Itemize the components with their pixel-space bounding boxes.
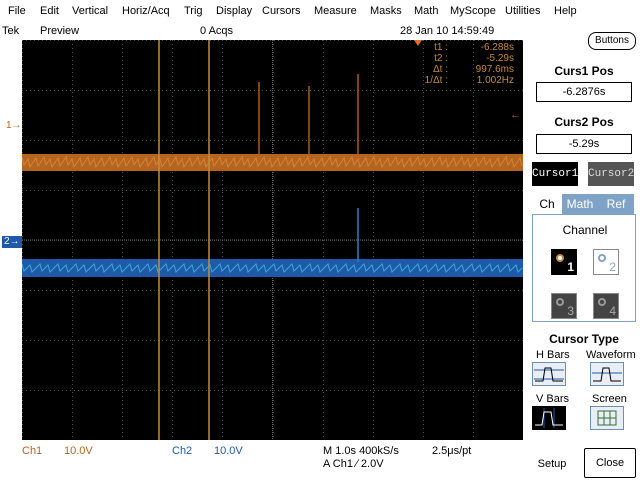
- channel-4-button[interactable]: 4: [593, 293, 619, 319]
- ch1-trace: [22, 155, 523, 169]
- h-bars-icon[interactable]: [532, 362, 566, 386]
- ch2-label[interactable]: Ch2: [172, 445, 193, 457]
- waveform-icon[interactable]: [590, 362, 624, 386]
- acq-count-label: 0 Acqs: [200, 25, 234, 37]
- acq-mode-label: Preview: [40, 25, 80, 37]
- channel-label: Channel: [562, 223, 608, 237]
- menu-edit[interactable]: Edit: [40, 5, 59, 17]
- menu-help[interactable]: Help: [554, 5, 577, 17]
- setup-button[interactable]: Setup: [528, 450, 576, 478]
- menu-bar: File Edit Vertical Horiz/Acq Trig Displa…: [0, 0, 640, 24]
- source-tabs: Ch Math Ref: [532, 194, 636, 214]
- waveforms: [22, 74, 523, 277]
- channel-3-number: 3: [567, 304, 574, 318]
- channel-2-number: 2: [609, 260, 616, 274]
- v-bars-icon[interactable]: [532, 406, 566, 430]
- probe-icon: [598, 254, 606, 262]
- cursor2-pos-field[interactable]: -5.29s: [536, 134, 632, 154]
- probe-icon: [556, 254, 564, 262]
- screen-label: Screen: [592, 393, 627, 405]
- ch2-ground-marker[interactable]: 2→: [2, 236, 22, 248]
- h-bars-label: H Bars: [536, 349, 570, 361]
- menu-myscope[interactable]: MyScope: [450, 5, 496, 17]
- t2-label: t2 :: [434, 53, 448, 64]
- cursor1-pos-field[interactable]: -6.2876s: [536, 82, 632, 102]
- channel-4-number: 4: [609, 304, 616, 318]
- trigger-level-icon[interactable]: ←: [510, 109, 521, 121]
- cursor2-button[interactable]: Cursor2: [588, 162, 634, 186]
- ch1-label[interactable]: Ch1: [22, 445, 43, 457]
- timebase-label[interactable]: M 1.0s 400kS/s: [323, 445, 399, 457]
- cursor-lines: [158, 40, 422, 440]
- trigger-readout[interactable]: A Ch1 ∕ 2.0V: [323, 458, 384, 470]
- ch2-trace: [22, 263, 523, 273]
- menu-trig[interactable]: Trig: [184, 5, 203, 17]
- channel-2-button[interactable]: 2: [593, 249, 619, 275]
- status-bar: Tek Preview 0 Acqs 28 Jan 10 14:59:49: [0, 24, 528, 40]
- menu-masks[interactable]: Masks: [370, 5, 402, 17]
- close-button[interactable]: Close: [584, 448, 636, 478]
- cursor-readout: t1 : -6.288s t2 : -5.29s Δt : 997.6ms 1/Δt …: [418, 42, 522, 86]
- channel-3-button[interactable]: 3: [551, 293, 577, 319]
- datetime-label: 28 Jan 10 14:59:49: [400, 25, 495, 37]
- t2-value: -5.29s: [486, 53, 514, 64]
- v-bars-label: V Bars: [536, 393, 570, 405]
- graticule[interactable]: [22, 40, 523, 440]
- waveform-label: Waveform: [586, 349, 636, 361]
- cursor1-button[interactable]: Cursor1: [532, 162, 578, 186]
- ch2-trace-band: [22, 259, 523, 277]
- brand-label: Tek: [2, 25, 20, 37]
- inverse-delta-t-label: 1/Δt :: [424, 75, 448, 86]
- t1-value: -6.288s: [480, 42, 514, 53]
- bottom-readout: Ch1 10.0V Ch2 10.0V M 1.0s 400kS/s 2.5μs…: [0, 440, 528, 480]
- channel-1-button[interactable]: 1: [551, 249, 577, 275]
- ch1-ground-marker[interactable]: 1→: [6, 120, 22, 131]
- menu-math[interactable]: Math: [414, 5, 439, 17]
- probe-icon: [598, 298, 606, 306]
- probe-icon: [556, 298, 564, 306]
- delta-t-value: 997.6ms: [475, 64, 514, 75]
- screen-icon[interactable]: [590, 406, 624, 430]
- cursor-control-panel: Buttons Curs1 Pos -6.2876s Curs2 Pos -5.…: [528, 24, 640, 480]
- cursor2-pos-title: Curs2 Pos: [554, 115, 614, 129]
- t1-label: t1 :: [434, 42, 448, 53]
- menu-cursors[interactable]: Cursors: [262, 5, 301, 17]
- menu-horiz-acq[interactable]: Horiz/Acq: [122, 5, 170, 17]
- menu-vertical[interactable]: Vertical: [72, 5, 109, 17]
- grid-lines: [22, 40, 523, 440]
- cursor1-pos-title: Curs1 Pos: [554, 64, 614, 78]
- tab-ch[interactable]: Ch: [532, 194, 562, 214]
- delta-t-label: Δt :: [432, 64, 448, 75]
- channel-selector: Channel 1 2 3 4: [532, 214, 636, 322]
- tab-ref[interactable]: Ref: [598, 194, 634, 214]
- ch2-scale[interactable]: 10.0V: [214, 445, 243, 457]
- tab-math[interactable]: Math: [562, 194, 598, 214]
- ch1-scale[interactable]: 10.0V: [64, 445, 93, 457]
- waveform-display[interactable]: [22, 40, 523, 440]
- channel-1-number: 1: [567, 260, 574, 274]
- menu-measure[interactable]: Measure: [314, 5, 357, 17]
- menu-utilities[interactable]: Utilities: [505, 5, 541, 17]
- trigger-position-icon: [414, 40, 422, 46]
- menu-display[interactable]: Display: [216, 5, 253, 17]
- buttons-button[interactable]: Buttons: [588, 32, 636, 50]
- cursor-type-label: Cursor Type: [549, 332, 619, 346]
- inverse-delta-t-value: 1.002Hz: [476, 75, 514, 86]
- menu-file[interactable]: File: [8, 5, 26, 17]
- ch1-trace-band: [22, 154, 523, 171]
- resolution-label: 2.5μs/pt: [432, 445, 472, 457]
